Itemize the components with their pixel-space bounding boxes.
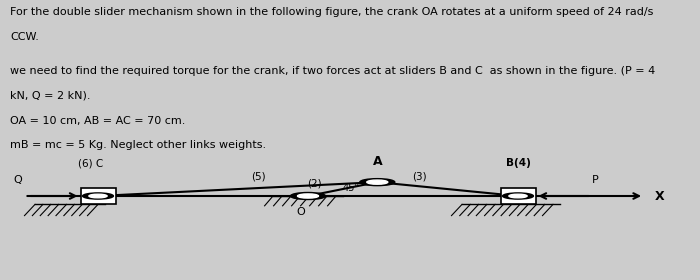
Text: kN, Q = 2 kN).: kN, Q = 2 kN). bbox=[10, 90, 91, 100]
Circle shape bbox=[290, 193, 326, 199]
Circle shape bbox=[503, 193, 533, 199]
Circle shape bbox=[298, 194, 318, 198]
Text: Q: Q bbox=[13, 175, 22, 185]
Text: we need to find the required torque for the crank, if two forces act at sliders : we need to find the required torque for … bbox=[10, 66, 656, 76]
Circle shape bbox=[509, 194, 527, 198]
Text: P: P bbox=[592, 175, 598, 185]
Text: (3): (3) bbox=[412, 171, 427, 181]
Text: (6) C: (6) C bbox=[78, 158, 104, 168]
Circle shape bbox=[360, 179, 395, 186]
Text: (2): (2) bbox=[307, 178, 322, 188]
Text: 45°: 45° bbox=[343, 183, 360, 193]
Bar bbox=[80, 188, 116, 204]
Text: OA = 10 cm, AB = AC = 70 cm.: OA = 10 cm, AB = AC = 70 cm. bbox=[10, 116, 186, 127]
Text: X: X bbox=[654, 190, 664, 202]
Circle shape bbox=[83, 193, 113, 199]
Text: B(4): B(4) bbox=[505, 158, 531, 168]
Text: A: A bbox=[372, 155, 382, 168]
Circle shape bbox=[89, 194, 107, 198]
Text: For the double slider mechanism shown in the following figure, the crank OA rota: For the double slider mechanism shown in… bbox=[10, 7, 654, 17]
Text: O: O bbox=[297, 207, 305, 217]
Text: CCW.: CCW. bbox=[10, 32, 39, 42]
Bar bbox=[500, 188, 536, 204]
Text: mB = mc = 5 Kg. Neglect other links weights.: mB = mc = 5 Kg. Neglect other links weig… bbox=[10, 140, 267, 150]
Circle shape bbox=[367, 180, 388, 184]
Text: (5): (5) bbox=[251, 171, 266, 181]
